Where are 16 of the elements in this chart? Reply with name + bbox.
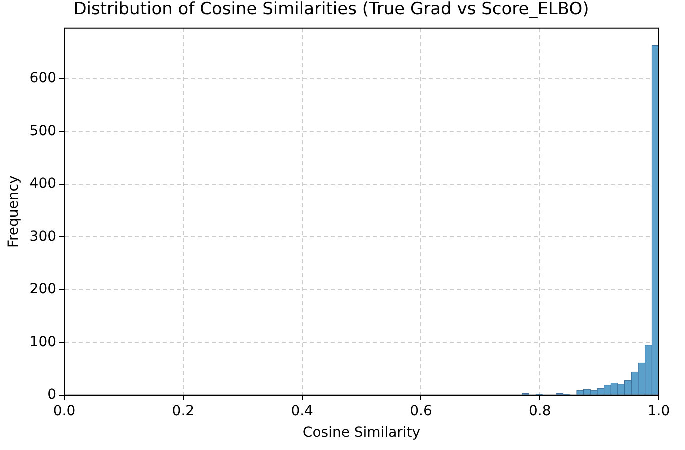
y-tick-label: 500: [30, 123, 57, 140]
y-tick-label: 300: [30, 228, 57, 245]
x-tick-label: 0.6: [410, 403, 432, 420]
y-tick-label: 100: [30, 334, 57, 350]
y-tick-label: 200: [30, 282, 57, 298]
chart-title: Distribution of Cosine Similarities (True Grad vs Score_ELBO): [74, 0, 590, 20]
y-tick-label: 600: [30, 70, 57, 87]
x-tick-label: 0.4: [291, 403, 314, 420]
x-axis-title: Cosine Similarity: [302, 425, 421, 442]
x-tick-label: 0.0: [53, 403, 76, 420]
x-tick-label: 0.2: [172, 403, 195, 420]
x-tick-label: 0.8: [528, 403, 552, 420]
x-tick-label: 1.0: [648, 403, 670, 420]
y-tick-label: 400: [30, 176, 57, 192]
y-tick-label: 0: [48, 387, 57, 404]
y-axis-title: Frequency: [6, 176, 22, 248]
